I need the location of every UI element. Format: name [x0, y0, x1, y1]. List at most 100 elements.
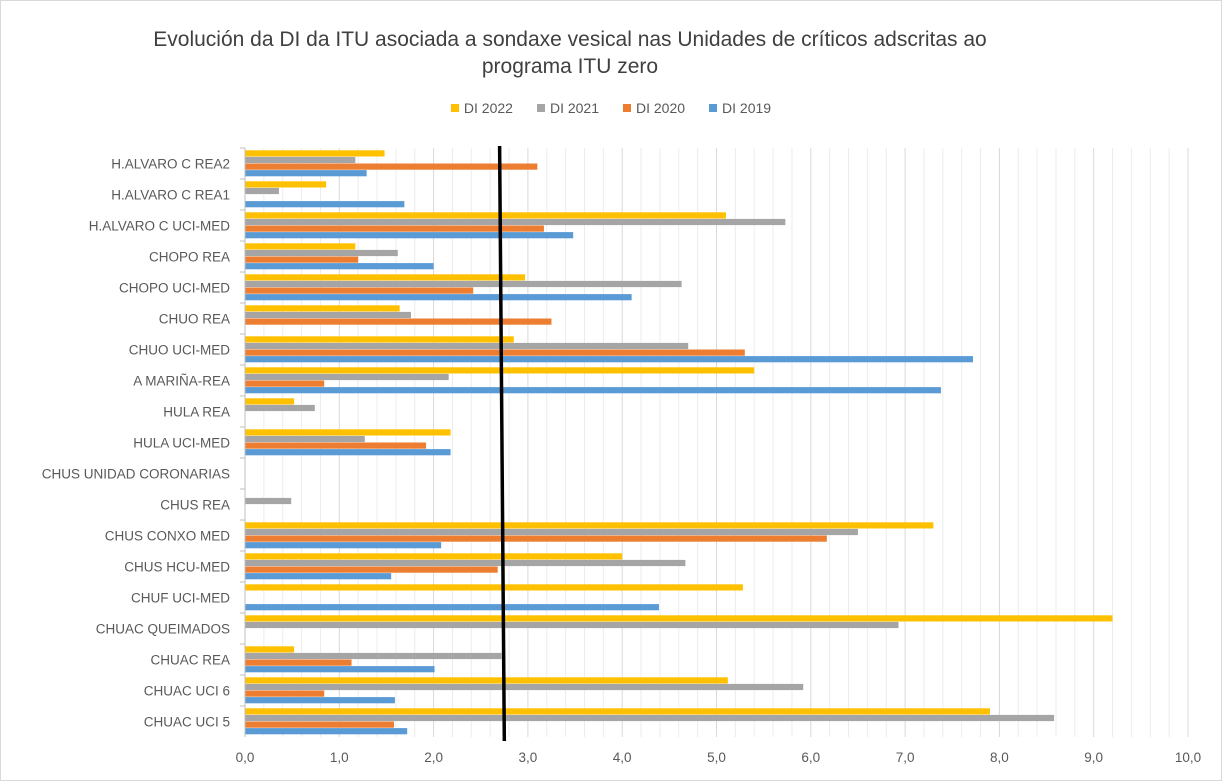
- legend-item: DI 2019: [709, 100, 771, 116]
- bar-di-2019-17: [245, 697, 395, 704]
- category-label: CHUS HCU-MED: [124, 560, 230, 575]
- bar-di-2020-5: [245, 318, 552, 325]
- bar-di-2020-13: [245, 566, 498, 573]
- chart-title: Evolución da DI da ITU asociada a sondax…: [110, 26, 1030, 80]
- legend-label: DI 2022: [463, 100, 513, 116]
- bar-di-2022-0: [245, 150, 385, 157]
- legend-item: DI 2021: [536, 100, 599, 116]
- x-tick-label: 6,0: [801, 750, 820, 765]
- legend-label: DI 2019: [722, 100, 772, 116]
- category-label: CHUAC QUEIMADOS: [96, 622, 230, 637]
- bar-di-2022-5: [245, 305, 400, 312]
- bar-di-2019-4: [245, 294, 632, 301]
- chart-title-line-1: Evolución da DI da ITU asociada a sondax…: [153, 28, 987, 51]
- bar-di-2021-13: [245, 559, 686, 567]
- category-label: H.ALVARO C REA2: [111, 157, 230, 172]
- bar-di-2022-14: [245, 584, 743, 591]
- bar-di-2019-0: [245, 170, 367, 177]
- x-tick-label: 8,0: [990, 750, 1009, 765]
- x-tick-label: 3,0: [519, 750, 538, 765]
- category-label: CHUAC UCI 5: [144, 715, 230, 730]
- bar-di-2019-3: [245, 263, 434, 270]
- bar-di-2020-16: [245, 659, 352, 666]
- x-tick-label: 5,0: [707, 750, 726, 765]
- bar-di-2020-17: [245, 690, 325, 697]
- bar-di-2019-12: [245, 542, 442, 549]
- bar-di-2021-3: [245, 249, 398, 257]
- legend-swatch: [536, 104, 545, 112]
- category-label: HULA UCI-MED: [133, 436, 230, 451]
- legend-item: DI 2022: [450, 100, 513, 116]
- category-label: CHUS UNIDAD CORONARIAS: [42, 467, 230, 482]
- bar-di-2022-15: [245, 615, 1113, 622]
- bar-di-2022-12: [245, 522, 934, 529]
- legend-swatch: [623, 104, 631, 112]
- category-label: H.ALVARO C UCI-MED: [89, 219, 231, 234]
- bar-di-2021-2: [245, 218, 786, 226]
- bar-di-2020-0: [245, 163, 538, 170]
- x-tick-label: 1,0: [330, 750, 349, 765]
- reference-line: [497, 145, 507, 742]
- bar-di-2022-16: [245, 646, 295, 653]
- category-label: CHUO REA: [159, 312, 230, 327]
- x-tick-label: 9,0: [1084, 750, 1103, 765]
- bar-di-2022-13: [245, 553, 623, 560]
- bar-di-2021-15: [245, 621, 899, 629]
- category-label: CHUS CONXO MED: [105, 529, 231, 544]
- bar-di-2020-2: [245, 225, 544, 232]
- bar-di-2019-14: [245, 604, 659, 611]
- bar-di-2020-12: [245, 535, 827, 542]
- bar-di-2021-6: [245, 342, 689, 350]
- x-tick-label: 2,0: [424, 750, 443, 765]
- bar-di-2022-6: [245, 336, 514, 343]
- category-label: CHOPO UCI-MED: [119, 281, 230, 296]
- bar-di-2019-9: [245, 449, 451, 456]
- bar-di-2021-5: [245, 311, 411, 319]
- legend-swatch: [709, 104, 718, 112]
- bar-di-2021-16: [245, 652, 502, 660]
- bar-di-2021-4: [245, 280, 682, 288]
- bar-di-2022-7: [245, 367, 755, 374]
- bar-di-2020-6: [245, 349, 745, 356]
- chart-legend: DI 2022 DI 2021 DI 2020 DI 2019: [0, 100, 1222, 116]
- category-label: HULA REA: [163, 405, 230, 420]
- x-tick-label: 10,0: [1175, 750, 1201, 765]
- bar-di-2022-9: [245, 429, 451, 436]
- legend-label: DI 2020: [636, 100, 686, 116]
- bar-di-2019-7: [245, 387, 941, 394]
- bar-di-2020-7: [245, 380, 325, 387]
- bar-di-2019-18: [245, 728, 408, 735]
- category-label: CHUF UCI-MED: [131, 591, 230, 606]
- bar-di-2019-16: [245, 666, 435, 673]
- bar-di-2022-1: [245, 181, 327, 188]
- bar-di-2019-13: [245, 573, 392, 580]
- bar-di-2021-9: [245, 435, 365, 443]
- bar-di-2019-6: [245, 356, 973, 363]
- legend-swatch: [450, 104, 459, 112]
- bar-di-2022-2: [245, 212, 726, 219]
- category-label: H.ALVARO C REA1: [111, 188, 230, 203]
- bar-di-2021-8: [245, 404, 315, 412]
- category-label: A MARIÑA-REA: [133, 374, 230, 389]
- category-label: CHUAC UCI 6: [144, 684, 230, 699]
- legend-label: DI 2021: [549, 100, 599, 116]
- category-label: CHUAC REA: [150, 653, 230, 668]
- bar-di-2022-17: [245, 677, 728, 684]
- bar-di-2022-18: [245, 708, 990, 715]
- legend-item: DI 2020: [623, 100, 685, 116]
- bar-di-2020-3: [245, 256, 359, 263]
- category-label: CHUO UCI-MED: [129, 343, 230, 358]
- bar-di-2021-0: [245, 156, 356, 164]
- chart-title-line-2: programa ITU zero: [481, 55, 659, 78]
- bar-di-2022-8: [245, 398, 295, 405]
- bar-di-2021-11: [245, 497, 292, 505]
- bar-di-2021-12: [245, 528, 858, 536]
- x-tick-label: 7,0: [896, 750, 915, 765]
- x-tick-label: 0,0: [236, 750, 255, 765]
- x-tick-label: 4,0: [613, 750, 632, 765]
- bar-di-2021-17: [245, 683, 804, 691]
- category-label: CHUS REA: [160, 498, 230, 513]
- bar-di-2021-18: [245, 714, 1055, 722]
- bar-di-2020-9: [245, 442, 427, 449]
